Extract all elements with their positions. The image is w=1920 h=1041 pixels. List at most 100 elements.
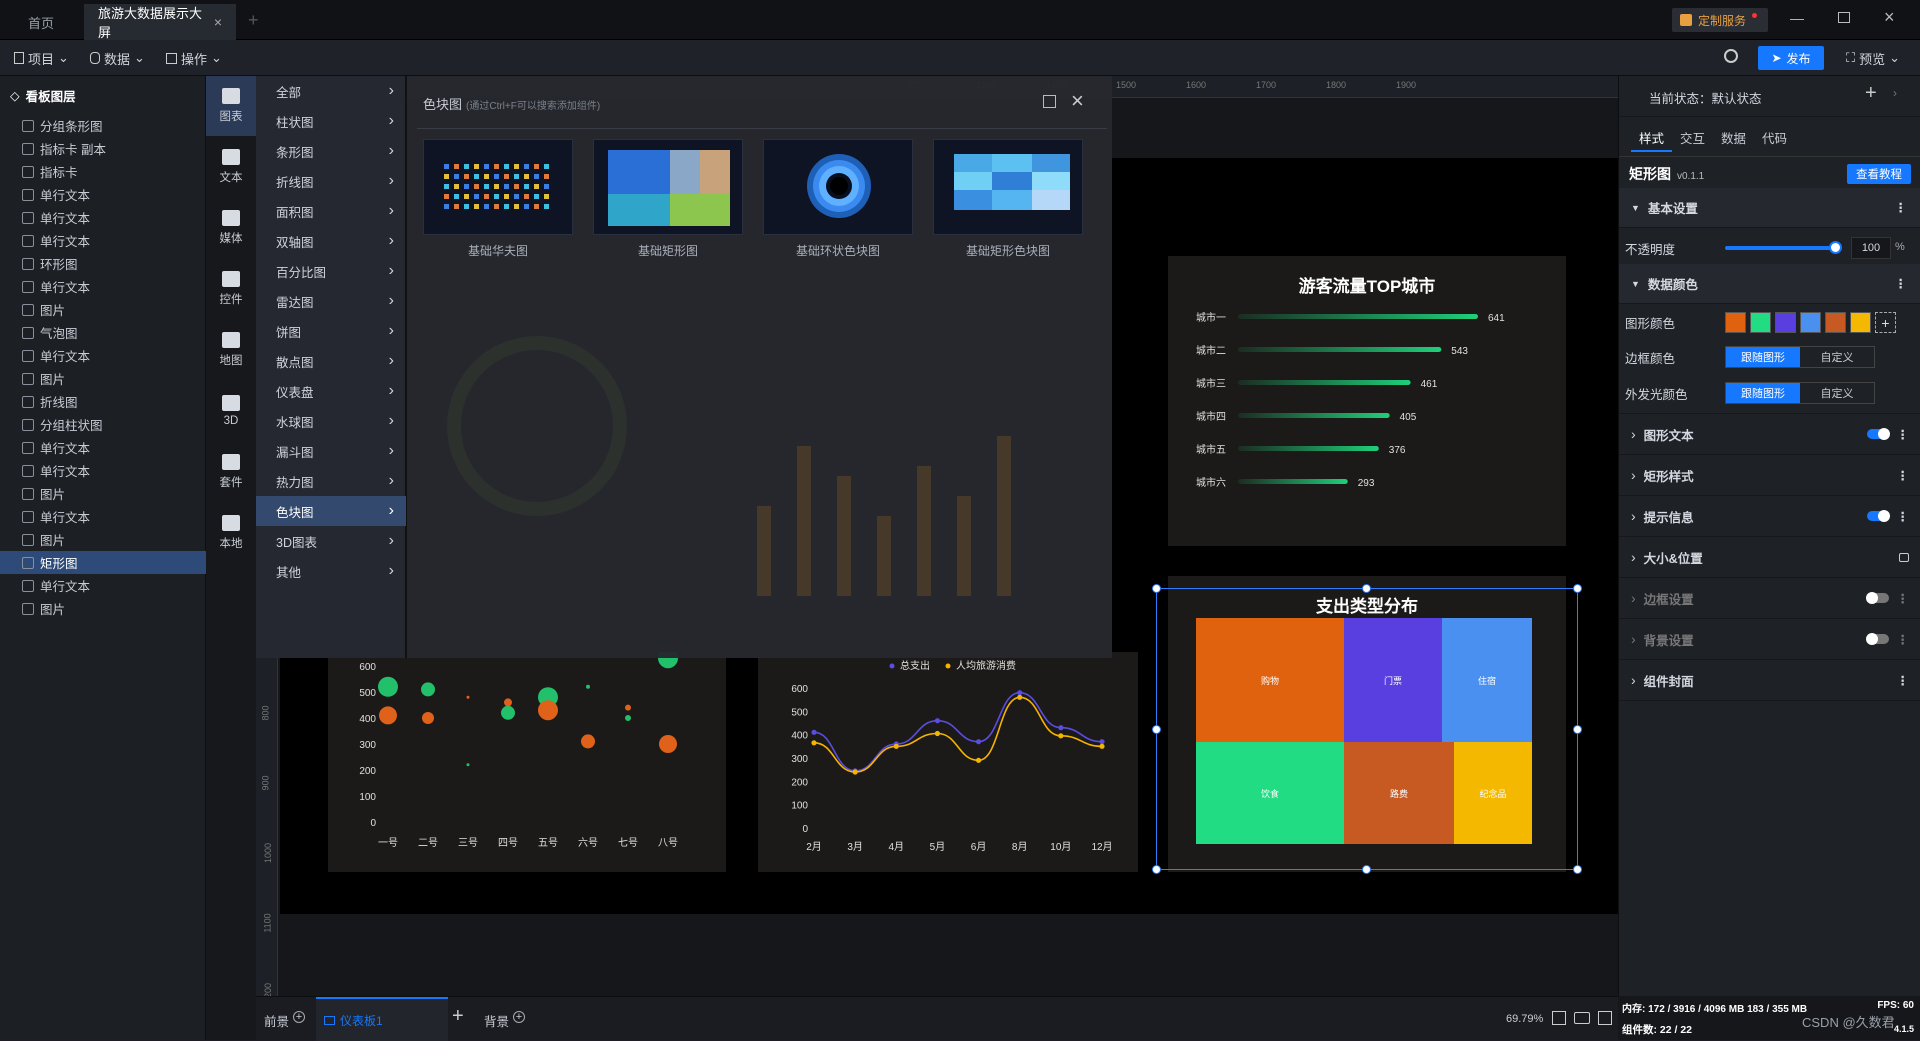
- add-state-icon[interactable]: +: [1865, 82, 1877, 104]
- property-section[interactable]: › 提示信息 ⋮: [1619, 496, 1920, 537]
- dashboard-tab[interactable]: 仪表板1: [316, 997, 448, 1041]
- resize-handle[interactable]: [1362, 865, 1371, 874]
- more-icon[interactable]: ⋮: [1896, 673, 1910, 688]
- resize-handle[interactable]: [1152, 725, 1161, 734]
- foreground-tab[interactable]: 前景 +: [264, 1010, 306, 1030]
- property-section[interactable]: › 边框设置 ⋮: [1619, 578, 1920, 619]
- data-menu[interactable]: 数据 ⌄: [90, 48, 145, 68]
- more-icon[interactable]: ⋮: [1894, 201, 1908, 215]
- more-icon[interactable]: ⋮: [1896, 468, 1910, 483]
- more-icon[interactable]: ⋮: [1896, 509, 1910, 524]
- layer-item[interactable]: 矩形图: [0, 551, 206, 574]
- category-control[interactable]: 控件: [206, 259, 256, 319]
- color-swatch[interactable]: [1800, 312, 1821, 333]
- chart-type-item[interactable]: 散点图 ›: [256, 346, 406, 376]
- close-icon[interactable]: ×: [213, 14, 222, 30]
- toggle-switch[interactable]: [1865, 633, 1889, 645]
- chevron-right-icon[interactable]: ›: [1893, 86, 1897, 100]
- custom-service-button[interactable]: 定制服务: [1672, 8, 1768, 32]
- property-section[interactable]: › 背景设置 ⋮: [1619, 619, 1920, 660]
- color-swatch[interactable]: [1750, 312, 1771, 333]
- custom-option[interactable]: 自定义: [1820, 352, 1854, 364]
- thumb-heatblock[interactable]: [933, 139, 1083, 235]
- selection-box[interactable]: [1152, 584, 1582, 874]
- thumb-waffle[interactable]: [423, 139, 573, 235]
- color-swatch[interactable]: [1775, 312, 1796, 333]
- toggle-switch[interactable]: [1866, 428, 1890, 440]
- chart-type-item[interactable]: 仪表盘 ›: [256, 376, 406, 406]
- more-icon[interactable]: ⋮: [1896, 632, 1910, 647]
- layer-item[interactable]: 气泡图: [0, 321, 206, 344]
- chart-type-item[interactable]: 条形图 ›: [256, 136, 406, 166]
- more-icon[interactable]: ⋮: [1896, 427, 1910, 442]
- property-tab[interactable]: 交互: [1680, 132, 1706, 146]
- layer-item[interactable]: 单行文本: [0, 344, 206, 367]
- follow-shape-option[interactable]: 跟随图形: [1726, 347, 1800, 367]
- scatter-card[interactable]: 600 500 400 300 200 100 0 一号 二号 三号 四号 五号 六号 七号 八号: [328, 648, 726, 872]
- property-section[interactable]: › 图形文本 ⋮: [1619, 414, 1920, 455]
- more-icon[interactable]: ⋮: [1894, 277, 1908, 291]
- add-page-icon[interactable]: +: [452, 1005, 464, 1027]
- add-circle-icon[interactable]: +: [293, 1010, 306, 1023]
- property-section[interactable]: › 大小&位置: [1619, 537, 1920, 578]
- background-tab[interactable]: 背景 +: [484, 1010, 526, 1030]
- category-text[interactable]: 文本: [206, 137, 256, 197]
- chart-type-item[interactable]: 柱状图 ›: [256, 106, 406, 136]
- preview-button[interactable]: ⛶ 预览 ⌄: [1846, 48, 1900, 68]
- property-section[interactable]: › 矩形样式 ⋮: [1619, 455, 1920, 496]
- property-tab[interactable]: 样式: [1631, 126, 1673, 152]
- chart-type-item[interactable]: 水球图 ›: [256, 406, 406, 436]
- custom-option[interactable]: 自定义: [1820, 388, 1854, 400]
- opacity-input[interactable]: 100: [1851, 237, 1891, 259]
- property-tab[interactable]: 数据: [1721, 132, 1747, 146]
- layer-item[interactable]: 图片: [0, 482, 206, 505]
- resize-handle[interactable]: [1152, 865, 1161, 874]
- category-kit[interactable]: 套件: [206, 442, 256, 502]
- add-tab-icon[interactable]: +: [248, 10, 259, 30]
- toggle-switch[interactable]: [1865, 592, 1889, 604]
- data-color-header[interactable]: ▼ 数据颜色 ⋮: [1619, 264, 1920, 304]
- category-cube[interactable]: 3D: [206, 381, 256, 441]
- tab-dashboard[interactable]: 旅游大数据展示大屏 ×: [84, 4, 236, 40]
- chart-type-item[interactable]: 色块图 ›: [256, 496, 406, 526]
- resize-handle[interactable]: [1573, 865, 1582, 874]
- chart-type-item[interactable]: 漏斗图 ›: [256, 436, 406, 466]
- chart-type-item[interactable]: 雷达图 ›: [256, 286, 406, 316]
- publish-button[interactable]: ➤ 发布: [1758, 46, 1824, 70]
- category-chart[interactable]: 图表: [206, 76, 256, 136]
- chart-type-item[interactable]: 热力图 ›: [256, 466, 406, 496]
- layer-item[interactable]: 单行文本: [0, 436, 206, 459]
- layer-item[interactable]: 图片: [0, 367, 206, 390]
- chart-type-item[interactable]: 百分比图 ›: [256, 256, 406, 286]
- category-media[interactable]: 媒体: [206, 198, 256, 258]
- tab-home[interactable]: 首页: [14, 4, 72, 40]
- follow-shape-option[interactable]: 跟随图形: [1726, 383, 1800, 403]
- chart-type-item[interactable]: 3D图表 ›: [256, 526, 406, 556]
- toggle-switch[interactable]: [1866, 510, 1890, 522]
- tutorial-button[interactable]: 查看教程: [1847, 164, 1911, 184]
- property-section[interactable]: › 组件封面 ⋮: [1619, 660, 1920, 701]
- opacity-slider[interactable]: [1725, 246, 1835, 250]
- terminal-icon[interactable]: [1598, 1011, 1612, 1025]
- resize-handle[interactable]: [1152, 584, 1161, 593]
- layer-item[interactable]: 单行文本: [0, 183, 206, 206]
- resize-handle[interactable]: [1573, 725, 1582, 734]
- layer-item[interactable]: 单行文本: [0, 206, 206, 229]
- restore-icon[interactable]: [1838, 12, 1850, 23]
- chart-type-item[interactable]: 面积图 ›: [256, 196, 406, 226]
- layer-item[interactable]: 指标卡 副本: [0, 137, 206, 160]
- lock-icon[interactable]: [1899, 552, 1909, 562]
- line-card[interactable]: 总支出 人均旅游消费 600 500 400 300 200 100 0 2月 3月 4月 5月 6月 8月…: [758, 652, 1138, 872]
- chart-type-item[interactable]: 其他 ›: [256, 556, 406, 586]
- search-icon[interactable]: [1724, 49, 1738, 63]
- zoom-level[interactable]: 69.79%: [1506, 1013, 1544, 1025]
- layer-item[interactable]: 单行文本: [0, 275, 206, 298]
- chart-type-item[interactable]: 折线图 ›: [256, 166, 406, 196]
- color-swatch[interactable]: [1850, 312, 1871, 333]
- basic-settings-header[interactable]: ▼ 基本设置 ⋮: [1619, 188, 1920, 228]
- thumb-treemap[interactable]: [593, 139, 743, 235]
- detach-icon[interactable]: [1043, 95, 1056, 108]
- category-map[interactable]: 地图: [206, 320, 256, 380]
- minimize-icon[interactable]: —: [1790, 10, 1804, 26]
- top-cities-card[interactable]: 游客流量TOP城市 城市一 641 城市二 543 城市三 461 城市四 405 城市五 376…: [1168, 256, 1566, 546]
